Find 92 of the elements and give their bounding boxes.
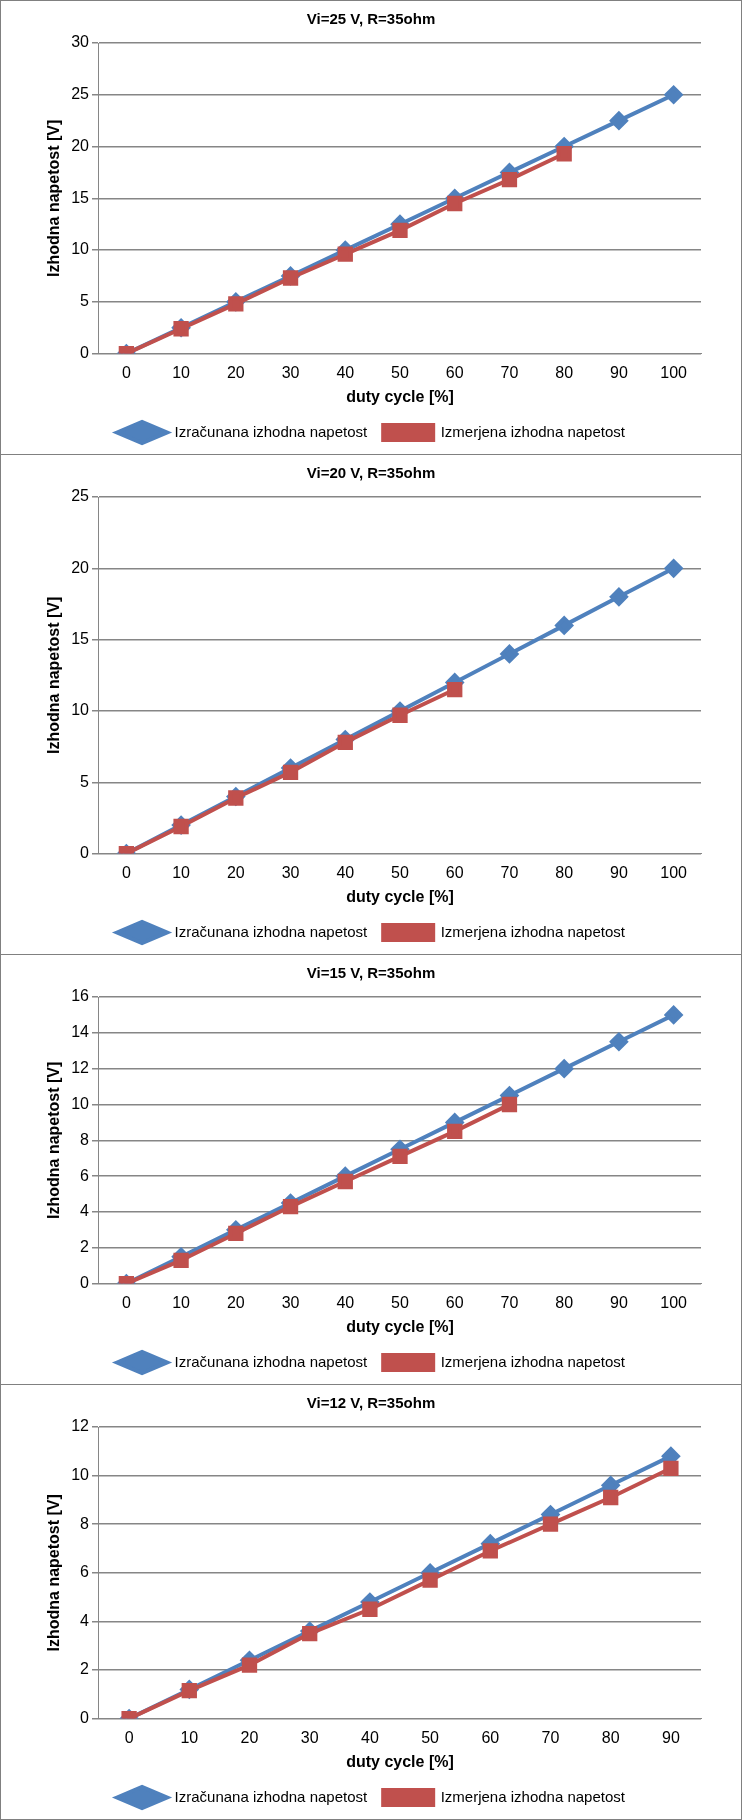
legend-label: Izračunana izhodna napetost (174, 1787, 369, 1805)
y-tick-label: 12 (71, 1417, 90, 1435)
legend-label: Izmerjena izhodna napetost (440, 1787, 626, 1805)
y-tick-label: 15 (71, 188, 90, 206)
x-tick-label: 100 (660, 1293, 688, 1311)
x-tick-label: 30 (300, 1728, 319, 1746)
y-tick-label: 25 (71, 85, 90, 103)
x-tick-label: 80 (555, 863, 574, 881)
x-tick-label: 20 (226, 363, 245, 381)
y-tick-label: 2 (80, 1660, 90, 1678)
legend-label: Izmerjena izhodna napetost (440, 922, 626, 940)
y-tick-label: 15 (71, 630, 90, 648)
x-tick-label: 70 (541, 1728, 560, 1746)
x-tick-label: 70 (500, 863, 519, 881)
x-tick-label: 90 (662, 1728, 680, 1746)
x-tick-label: 80 (601, 1728, 620, 1746)
y-tick-label: 10 (71, 1094, 90, 1112)
chart-title: Vi=25 V, R=35ohm (306, 10, 436, 28)
x-tick-label: 50 (391, 363, 409, 381)
chart-title: Vi=12 V, R=35ohm (306, 1394, 436, 1412)
y-tick-label: 2 (80, 1238, 90, 1256)
y-tick-label: 14 (71, 1023, 90, 1041)
legend-label: Izračunana izhodna napetost (174, 422, 369, 440)
y-tick-label: 30 (71, 33, 90, 51)
x-tick-label: 90 (610, 863, 628, 881)
x-tick-label: 20 (226, 1293, 245, 1311)
y-tick-label: 5 (80, 772, 90, 790)
legend-label: Izmerjena izhodna napetost (440, 422, 626, 440)
x-tick-label: 90 (610, 363, 628, 381)
y-tick-label: 16 (71, 987, 90, 1005)
x-axis-title: duty cycle [%] (346, 887, 454, 905)
x-tick-label: 80 (555, 1293, 574, 1311)
x-tick-label: 50 (421, 1728, 440, 1746)
y-axis-title: Izhodna napetost [V] (45, 119, 63, 277)
x-tick-label: 100 (660, 863, 688, 881)
x-tick-label: 10 (172, 363, 191, 381)
y-tick-label: 0 (80, 1274, 90, 1292)
x-tick-label: 70 (500, 1293, 519, 1311)
x-tick-label: 30 (281, 863, 300, 881)
x-tick-label: 0 (121, 863, 131, 881)
x-tick-label: 60 (445, 863, 464, 881)
chart-title: Vi=20 V, R=35ohm (306, 464, 436, 482)
x-axis-title: duty cycle [%] (346, 1317, 454, 1335)
y-tick-label: 0 (80, 844, 90, 862)
y-tick-label: 10 (71, 1466, 90, 1484)
y-tick-label: 10 (71, 701, 90, 719)
x-tick-label: 70 (500, 363, 519, 381)
x-axis-title: duty cycle [%] (346, 1752, 454, 1770)
y-tick-label: 6 (80, 1166, 90, 1184)
x-tick-label: 40 (336, 363, 355, 381)
y-tick-label: 8 (80, 1514, 90, 1532)
y-tick-label: 12 (71, 1059, 90, 1077)
y-tick-label: 4 (80, 1202, 90, 1220)
y-tick-label: 20 (71, 136, 90, 154)
x-tick-label: 50 (391, 1293, 409, 1311)
y-tick-label: 20 (71, 558, 90, 576)
y-tick-label: 6 (80, 1563, 90, 1581)
x-tick-label: 50 (391, 863, 409, 881)
y-tick-label: 0 (80, 344, 90, 362)
y-axis-title: Izhodna napetost [V] (45, 1494, 63, 1652)
x-tick-label: 10 (180, 1728, 199, 1746)
y-tick-label: 10 (71, 240, 90, 258)
chart-title: Vi=15 V, R=35ohm (306, 964, 436, 982)
x-tick-label: 40 (336, 863, 355, 881)
x-tick-label: 20 (226, 863, 245, 881)
x-tick-label: 100 (660, 363, 688, 381)
x-tick-label: 10 (172, 863, 191, 881)
x-tick-label: 10 (172, 1293, 191, 1311)
x-tick-label: 20 (240, 1728, 259, 1746)
x-tick-label: 40 (336, 1293, 355, 1311)
legend-label: Izmerjena izhodna napetost (440, 1352, 626, 1370)
x-tick-label: 0 (124, 1728, 134, 1746)
y-tick-label: 8 (80, 1130, 90, 1148)
x-tick-label: 30 (281, 363, 300, 381)
x-tick-label: 80 (555, 363, 574, 381)
x-tick-label: 0 (121, 1293, 131, 1311)
x-tick-label: 60 (481, 1728, 500, 1746)
y-axis-title: Izhodna napetost [V] (45, 1061, 63, 1219)
x-tick-label: 40 (361, 1728, 379, 1746)
x-axis-title: duty cycle [%] (346, 387, 454, 405)
y-tick-label: 5 (80, 292, 90, 310)
y-axis-title: Izhodna napetost [V] (45, 596, 63, 754)
y-tick-label: 25 (71, 487, 90, 505)
x-tick-label: 30 (281, 1293, 300, 1311)
x-tick-label: 0 (121, 363, 131, 381)
legend-label: Izračunana izhodna napetost (174, 922, 369, 940)
legend-label: Izračunana izhodna napetost (174, 1352, 369, 1370)
x-tick-label: 60 (445, 1293, 464, 1311)
y-tick-label: 4 (80, 1611, 90, 1629)
x-tick-label: 90 (610, 1293, 628, 1311)
y-tick-label: 0 (80, 1709, 90, 1727)
x-tick-label: 60 (445, 363, 464, 381)
